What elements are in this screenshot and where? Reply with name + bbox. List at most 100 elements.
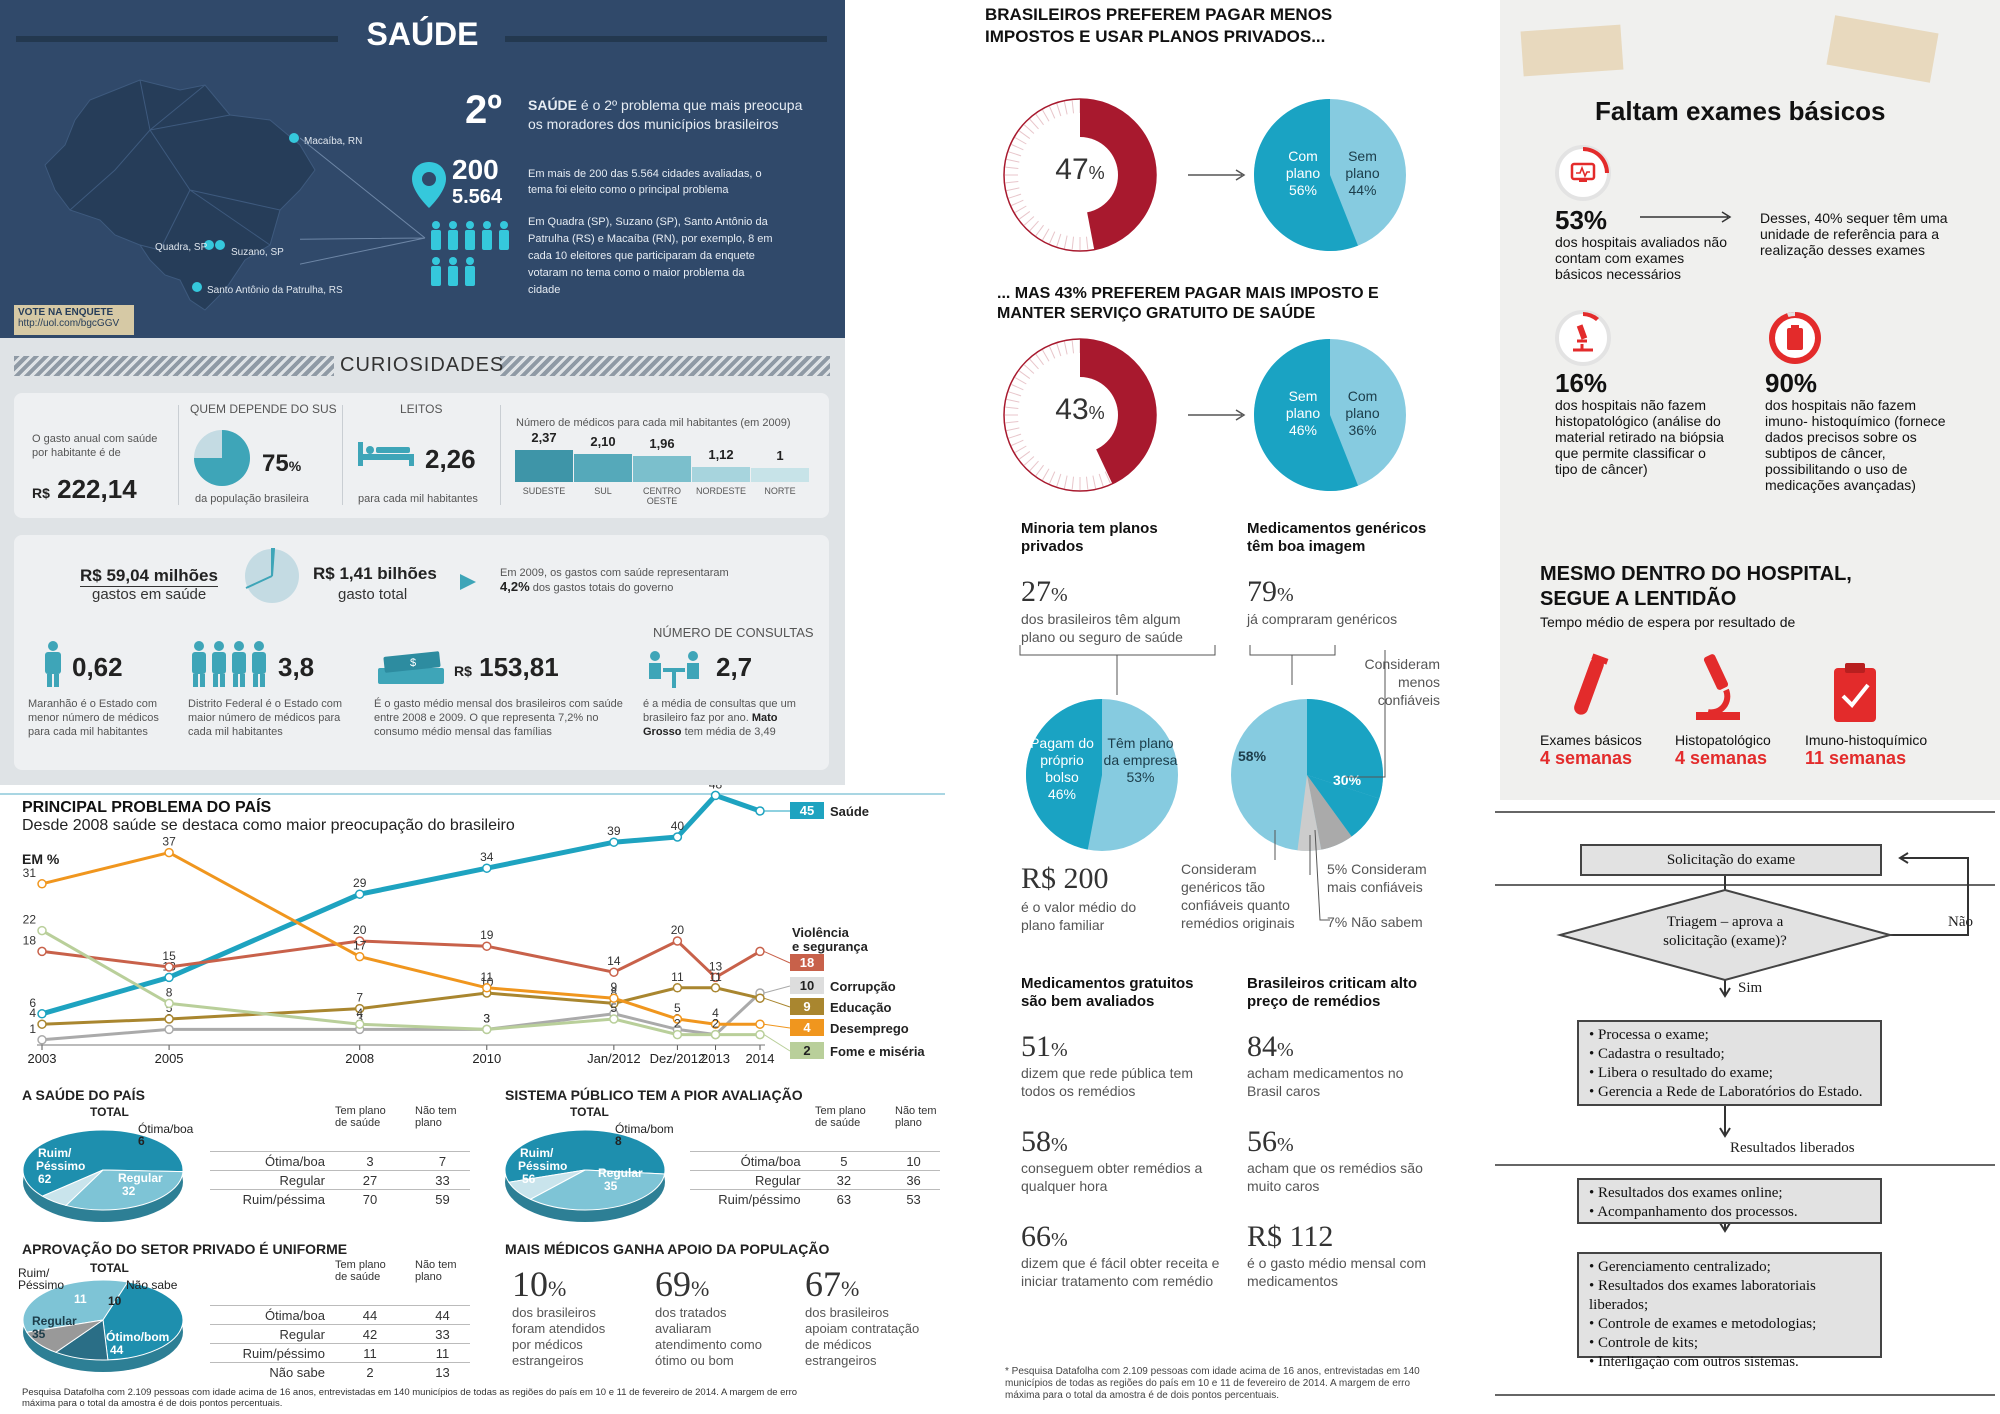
- pie-slice: [22, 1129, 184, 1197]
- donut-tick: [1035, 114, 1044, 126]
- pie-label: 35: [32, 1327, 46, 1341]
- donut-tick: [1049, 471, 1056, 484]
- r200-value: R$ 200: [1021, 862, 1109, 895]
- donut-tick: [1023, 364, 1035, 374]
- pie-label: Não sabe: [126, 1278, 178, 1292]
- pie-label-name: Pagam do próprio bolso: [1030, 735, 1094, 785]
- flow-item: • Libera o resultado do exame;: [1589, 1065, 1773, 1081]
- vote-box[interactable]: VOTE NA ENQUETE http://uol.com/bgcGGV: [14, 305, 134, 335]
- pie-genericos: [1231, 699, 1383, 851]
- mais-stat: 69% dos tratados avaliaram atendimento c…: [655, 1263, 785, 1369]
- data-label: 31: [23, 866, 37, 880]
- doctor-icon: [232, 652, 246, 674]
- table-row: Ótima/boa 44 44: [210, 1305, 470, 1324]
- tape-decoration: [1520, 24, 1624, 77]
- data-label: 48: [709, 785, 723, 791]
- pie-table-privado: Tem plano de saúde Não tem plano Ótima/boa…: [210, 1259, 470, 1381]
- vote-url[interactable]: http://uol.com/bgcGGV: [18, 318, 120, 329]
- pie-label: Regular: [598, 1166, 643, 1180]
- table-cell: Ótima/boa: [265, 1153, 325, 1169]
- pie-label: Ruim/: [18, 1266, 50, 1280]
- pct-value: 84: [1247, 1030, 1277, 1063]
- pie-label: Com plano 56%: [1273, 148, 1333, 199]
- x-tick-label: 2010: [472, 1051, 501, 1065]
- stat-caption: É o gasto médio mensal dos brasileiros c…: [374, 698, 623, 738]
- doctor-icon: [252, 652, 266, 674]
- data-label: 8: [611, 985, 618, 999]
- table-cell: 7: [438, 1153, 447, 1169]
- flow-start-box: Solicitação do exame: [1580, 844, 1882, 876]
- series-name: Fome e miséria: [830, 1044, 925, 1059]
- stat-value: 3,8: [278, 652, 315, 682]
- gasto-total-caption: gasto total: [338, 586, 408, 603]
- rank-body: é o 2º problema que mais preocupa os mor…: [528, 97, 803, 132]
- doctor-icon: [194, 641, 204, 651]
- medicos-bar-label: SUL: [594, 486, 612, 496]
- x-tick-label: 2008: [345, 1051, 374, 1065]
- donut-tick: [1056, 473, 1062, 487]
- flow-process-box: • Processa o exame; • Cadastra o resultad…: [1577, 1020, 1882, 1106]
- medicos-bar-label: SUDESTE: [522, 486, 566, 496]
- series-point: [755, 993, 765, 1003]
- gastos-note-tail: dos gastos totais do governo: [529, 582, 674, 594]
- money-icon: $: [378, 651, 444, 684]
- pie-label: Ótimo/bom: [106, 1329, 169, 1344]
- tape-decoration: [1826, 15, 1939, 83]
- table-cell: 59: [435, 1191, 450, 1207]
- flow-no-label: Não: [1948, 914, 1973, 930]
- series-line: [41, 986, 761, 1026]
- donut-tick: [1085, 236, 1089, 250]
- pie-label: Ruim/: [520, 1146, 554, 1160]
- saude-panel: SAÚDE Macaíba, RN Quadra, SP Suzano, SP …: [0, 0, 845, 785]
- series-point: [354, 889, 365, 899]
- pie4-note: Consideram menos confiáveis: [1364, 656, 1440, 708]
- table-cell: Ótima/boa: [265, 1307, 325, 1323]
- donut-pct: 43: [1055, 393, 1089, 426]
- leitos-caption: para cada mil habitantes: [358, 493, 478, 505]
- data-label: 14: [607, 954, 621, 968]
- gastos-note-text: Em 2009, os gastos com saúde representar…: [500, 567, 729, 579]
- table-head: Não tem plano: [895, 1105, 937, 1129]
- person-icon: [466, 257, 474, 265]
- city-label: Suzano, SP: [231, 247, 284, 258]
- donut-43-label: 43%: [1040, 393, 1120, 427]
- exames-title: Faltam exames básicos: [1595, 96, 1886, 126]
- data-label: 29: [353, 876, 367, 890]
- data-label: 4: [29, 1006, 36, 1020]
- pie-label: Têm plano da empresa 53%: [1103, 735, 1178, 786]
- pie-slice: [1254, 99, 1358, 251]
- pie-total: TOTAL: [90, 1105, 129, 1119]
- medicos-bar-value: 2,10: [590, 434, 616, 449]
- donut-tick: [1023, 216, 1035, 226]
- pie-slice: [1307, 699, 1383, 799]
- wait-value: 11 semanas: [1805, 748, 1907, 768]
- person-icon: [448, 266, 458, 286]
- table-cell: Ótima/boa: [740, 1153, 801, 1169]
- person-icon: [499, 230, 509, 250]
- pct-value: 58: [1021, 1125, 1051, 1158]
- series-point: [609, 837, 619, 847]
- saude-header-area: SAÚDE Macaíba, RN Quadra, SP Suzano, SP …: [0, 0, 845, 338]
- pie-title: SISTEMA PÚBLICO TEM A PIOR AVALIAÇÃO: [505, 1087, 803, 1103]
- pie-label-name: Sem plano: [1285, 388, 1321, 421]
- pie-label-value: 44%: [1348, 182, 1377, 198]
- series-point: [755, 1029, 765, 1040]
- table-cell: 42: [362, 1326, 378, 1342]
- pie-label: Sem plano 44%: [1335, 148, 1390, 199]
- data-label: 20: [671, 923, 685, 937]
- end-label-connector: [763, 1023, 791, 1029]
- donut-tick: [1011, 144, 1024, 151]
- gratuitos-title: Medicamentos gratuitos são bem avaliados: [1021, 975, 1194, 1010]
- donut-tick: [1005, 180, 1019, 184]
- donut-tick: [1049, 106, 1056, 119]
- flow-item: • Acompanhamento dos processos.: [1589, 1204, 1798, 1220]
- criticam-title: Brasileiros criticam alto preço de reméd…: [1247, 975, 1418, 1010]
- table-cell: 5: [840, 1153, 848, 1169]
- series-point: [354, 1003, 365, 1014]
- pie-slice: [102, 1281, 184, 1361]
- pct-unit: %: [1277, 1134, 1294, 1156]
- pie-label: 44: [110, 1343, 124, 1357]
- city-label: Macaíba, RN: [304, 136, 363, 147]
- table-cell: 13: [435, 1364, 450, 1380]
